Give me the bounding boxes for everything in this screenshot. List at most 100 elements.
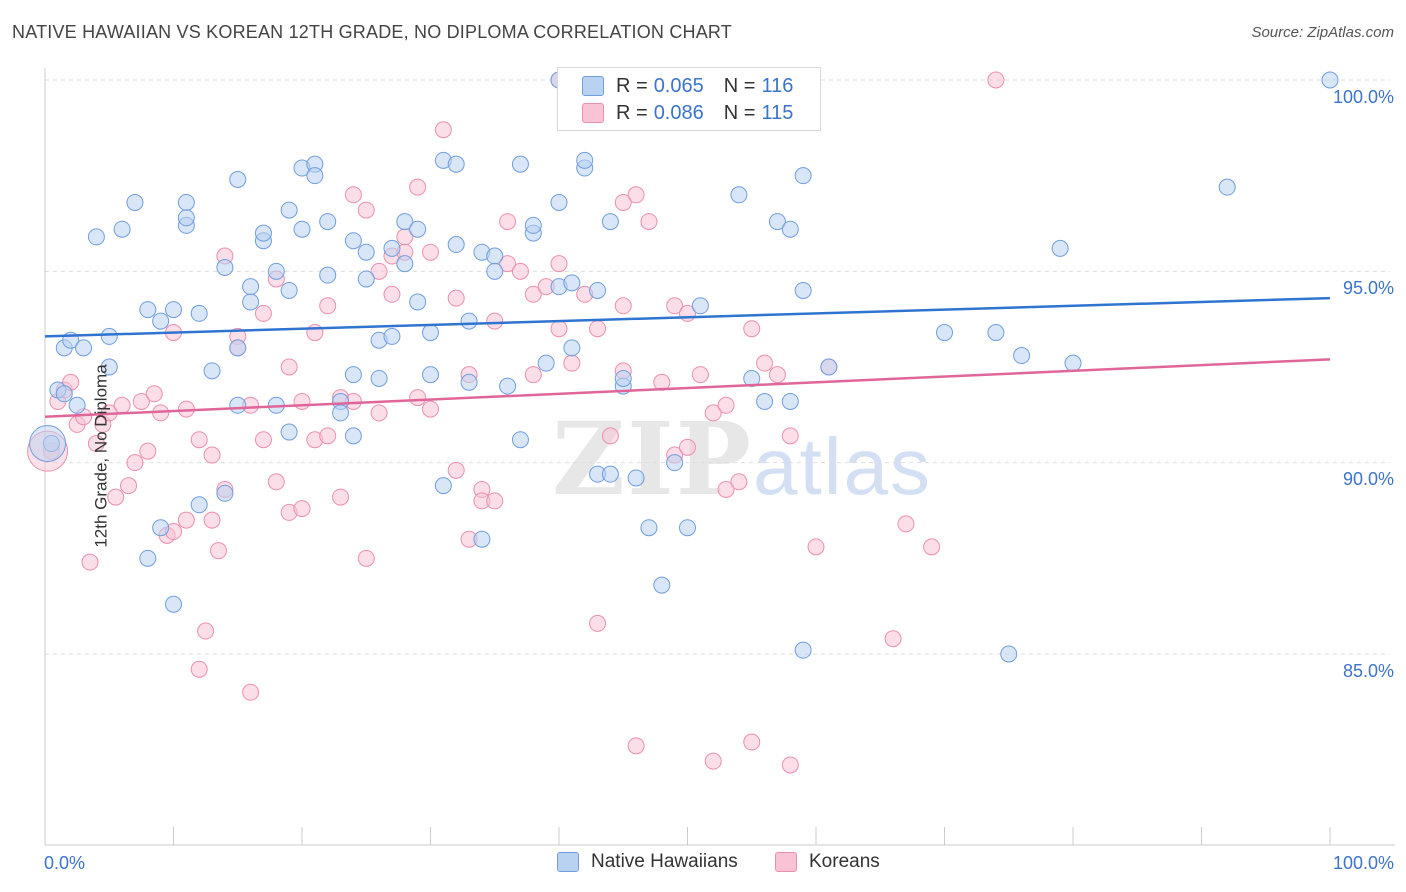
y-axis-title: 12th Grade, No Diploma — [91, 364, 111, 548]
native-hawaiians-point — [87, 228, 105, 246]
native-hawaiians-point — [177, 209, 195, 227]
native-hawaiians-point — [820, 358, 838, 376]
y-tick-100: 100.0% — [1332, 87, 1394, 107]
native-hawaiians-point — [100, 358, 118, 376]
native-hawaiians-point — [280, 281, 298, 299]
koreans-point — [627, 186, 645, 204]
native-hawaiians-point — [524, 216, 542, 234]
koreans-point — [499, 255, 517, 273]
native-hawaiians-point — [139, 301, 157, 319]
koreans-point — [614, 297, 632, 315]
native-hawaiians-point — [1013, 347, 1031, 365]
koreans-point — [120, 477, 138, 495]
native-hawaiians-point — [319, 266, 337, 284]
r-label: R = — [616, 101, 648, 124]
native-hawaiians-point — [589, 281, 607, 299]
r-label: R = — [616, 74, 648, 97]
native-hawaiians-point — [601, 465, 619, 483]
native-hawaiians-point — [152, 519, 170, 537]
axes — [44, 68, 1395, 846]
koreans-point — [254, 304, 272, 322]
native-hawaiians-point — [396, 255, 414, 273]
native-hawaiians-point — [601, 213, 619, 231]
x-tick-left: 0.0% — [44, 853, 86, 873]
native-hawaiians-point — [447, 155, 465, 173]
native-hawaiians-point — [267, 262, 285, 280]
koreans-point — [923, 538, 941, 556]
y-tick-90: 90.0% — [1342, 469, 1394, 489]
koreans-point — [409, 178, 427, 196]
native-hawaiians-point — [434, 477, 452, 495]
native-hawaiians-point — [679, 519, 696, 537]
native-hawaiians-point — [242, 293, 260, 311]
koreans-point — [242, 683, 260, 701]
koreans-point — [293, 392, 311, 410]
koreans-point — [422, 243, 439, 261]
native-hawaiians-point — [691, 297, 709, 315]
koreans-point — [319, 297, 337, 315]
koreans-point — [293, 500, 311, 518]
native-hawaiians-point — [165, 595, 182, 613]
koreans-point — [550, 320, 568, 338]
source-note: Source: ZipAtlas.com — [1251, 24, 1394, 41]
native-hawaiians-point — [68, 396, 86, 414]
native-hawaiians-point — [152, 312, 170, 330]
koreans-point — [717, 480, 735, 498]
koreans-point — [704, 404, 722, 422]
legend-row-native-hawaiians: R = 0.065 N = 116 — [582, 74, 813, 98]
native-hawaiians-point-large — [29, 425, 67, 463]
native-hawaiians-point — [190, 304, 208, 322]
native-hawaiians-point — [422, 366, 439, 384]
koreans-point — [332, 488, 350, 506]
native-hawaiians-point — [422, 324, 439, 342]
native-hawaiians-point — [344, 232, 362, 250]
koreans-point — [640, 213, 658, 231]
koreans-point — [884, 630, 902, 648]
native-hawaiians-point — [396, 213, 414, 231]
native-hawaiians-point — [614, 369, 632, 387]
koreans-point — [511, 262, 529, 280]
y-tick-95: 95.0% — [1342, 278, 1394, 298]
native-hawaiians-point — [563, 339, 581, 357]
native-hawaiians-point — [486, 262, 504, 280]
native-hawaiians-trend-line — [44, 296, 1331, 338]
native-hawaiians-point — [370, 369, 388, 387]
koreans-point — [589, 320, 607, 338]
native-hawaiians-point — [100, 327, 118, 345]
trend-lines — [44, 296, 1331, 418]
koreans-point — [126, 454, 144, 472]
native-hawaiians-point — [177, 193, 195, 211]
native-hawaiians-point — [75, 339, 93, 357]
koreans-point — [550, 255, 568, 273]
koreans-point — [447, 461, 465, 479]
n-value: 116 — [761, 74, 794, 97]
koreans-point — [730, 473, 748, 491]
koreans-point — [679, 438, 696, 456]
native-hawaiians-point — [216, 484, 234, 502]
koreans-point — [524, 366, 542, 384]
koreans-point — [627, 737, 645, 755]
native-hawaiians-point — [1064, 354, 1082, 372]
koreans-point — [197, 622, 215, 640]
koreans-point — [145, 385, 163, 403]
native-hawaiians-point — [357, 270, 375, 288]
koreans-point — [807, 538, 825, 556]
native-hawaiians-point — [576, 151, 594, 169]
koreans-point — [486, 492, 504, 510]
native-hawaiians-point — [781, 220, 799, 238]
grid-lines — [45, 79, 1390, 655]
koreans-trend-line — [44, 358, 1331, 418]
koreans-point — [203, 446, 221, 464]
native-hawaiians-point — [280, 201, 298, 219]
koreans-point — [768, 366, 786, 384]
y-tick-85: 85.0% — [1342, 661, 1394, 681]
koreans-point — [756, 354, 774, 372]
blue-swatch — [557, 852, 579, 872]
native-hawaiians-point — [794, 641, 812, 659]
r-value: 0.086 — [653, 101, 704, 124]
native-hawaiians-point — [319, 213, 337, 231]
legend-label: Native Hawaiians — [591, 851, 738, 872]
koreans-point — [422, 400, 439, 418]
koreans-points — [27, 71, 1005, 774]
